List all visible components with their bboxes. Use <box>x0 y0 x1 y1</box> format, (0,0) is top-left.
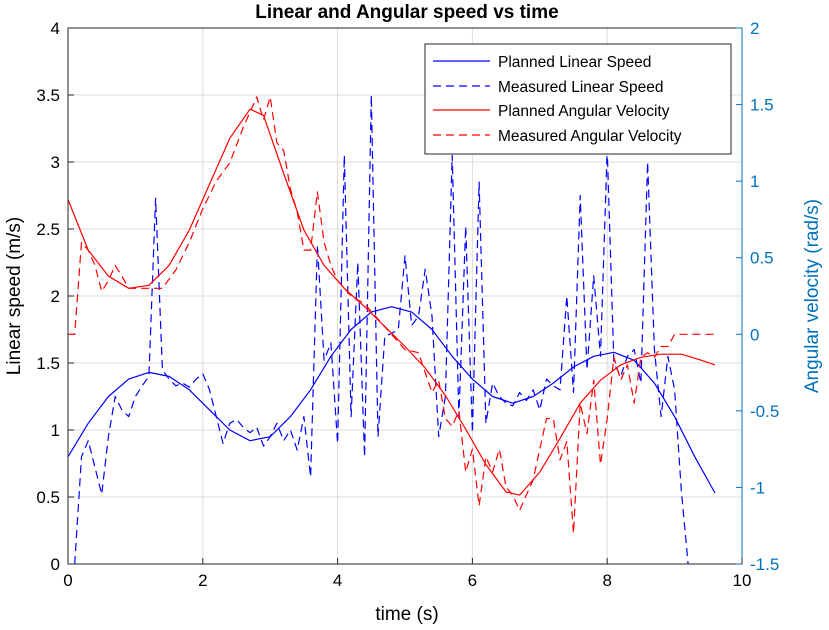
legend-label-measured-linear: Measured Linear Speed <box>498 79 663 96</box>
y-axis-left-label: Linear speed (m/s) <box>4 217 25 375</box>
y-right-tick-label: 0.5 <box>750 249 774 268</box>
y-axis-right-label: Angular velocity (rad/s) <box>802 199 823 393</box>
x-tick-label: 0 <box>63 571 72 590</box>
y-right-tick-label: 0 <box>750 325 759 344</box>
series-line-planned-angular-velocity <box>67 108 716 496</box>
x-tick-label: 10 <box>733 571 752 590</box>
y-left-tick-label: 4 <box>51 19 60 38</box>
y-right-tick-label: -1.5 <box>750 555 779 574</box>
chart-title: Linear and Angular speed vs time <box>255 2 558 23</box>
x-axis-label: time (s) <box>375 604 438 625</box>
y-right-tick-label: -0.5 <box>750 402 779 421</box>
y-right-tick-label: 2 <box>750 19 759 38</box>
legend-label-planned-angular: Planned Angular Velocity <box>498 103 670 120</box>
y-left-tick-label: 0 <box>51 555 60 574</box>
y-right-tick-label: 1.5 <box>750 96 774 115</box>
y-right-tick-label: -1 <box>750 478 765 497</box>
legend-box <box>424 43 732 155</box>
y-left-tick-label: 0.5 <box>36 488 60 507</box>
ticks: 0 2 4 6 8 10 0 0.5 1 1.5 2 2.5 3 3.5 4 -1.5 -1 -0.5 0 0.5 1 1… <box>36 19 779 590</box>
y-left-tick-label: 3.5 <box>36 86 60 105</box>
x-tick-label: 2 <box>198 571 207 590</box>
legend-label-measured-angular: Measured Angular Velocity <box>498 128 682 145</box>
legend: Planned Linear Speed Measured Linear Spe… <box>424 43 732 155</box>
x-tick-label: 6 <box>468 571 477 590</box>
y-left-tick-label: 3 <box>51 153 60 172</box>
y-right-tick-label: 1 <box>750 172 759 191</box>
y-left-tick-label: 1 <box>51 421 60 440</box>
x-tick-label: 4 <box>333 571 342 590</box>
x-tick-label: 8 <box>602 571 611 590</box>
series-line-planned-linear-speed <box>67 306 716 494</box>
series-line-measured-angular-velocity <box>68 96 715 535</box>
series-line-measured-linear-speed <box>74 94 689 565</box>
series-group <box>67 94 716 565</box>
y-left-tick-label: 2 <box>51 287 60 306</box>
legend-label-planned-linear: Planned Linear Speed <box>498 54 651 71</box>
y-left-tick-label: 1.5 <box>36 354 60 373</box>
y-left-tick-label: 2.5 <box>36 220 60 239</box>
